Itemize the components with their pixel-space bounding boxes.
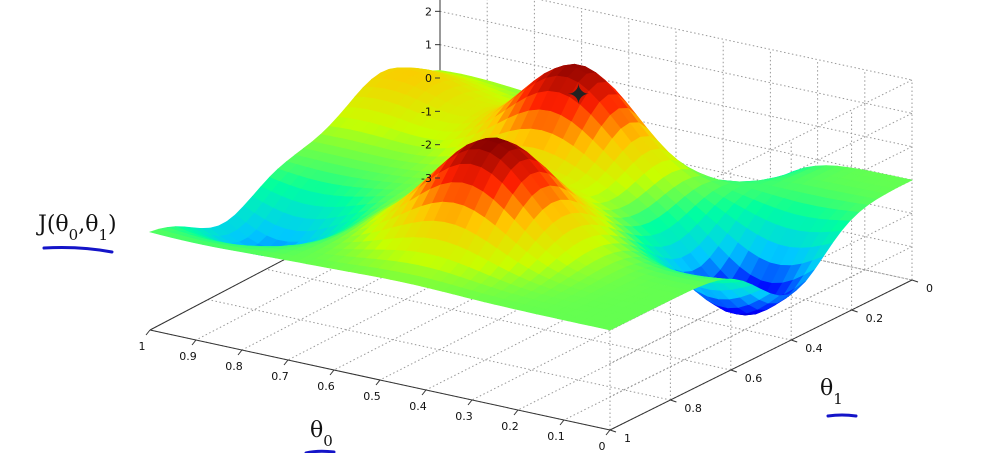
theta0-tick-mark xyxy=(559,419,565,426)
z-tick-label: 0 xyxy=(425,72,432,85)
theta1-tick-label: 0.8 xyxy=(684,402,702,415)
theta0-tick-label: 0 xyxy=(599,440,606,453)
theta1-tick-mark xyxy=(791,339,798,343)
theta1-tick-mark xyxy=(609,429,617,433)
grid-line xyxy=(333,218,630,371)
theta0-tick-mark xyxy=(237,349,243,356)
theta0-tick-mark xyxy=(375,379,381,386)
theta0-tick-mark xyxy=(283,359,289,366)
z-tick-label: -3 xyxy=(421,172,432,185)
z-axis-ticks: -3-2-10123 xyxy=(421,5,440,185)
grid-line xyxy=(563,269,866,421)
theta1-tick-mark xyxy=(911,279,919,283)
theta1-tick-label: 1 xyxy=(624,432,631,445)
theta0-tick-label: 0.7 xyxy=(271,370,289,383)
z-axis-label: J(θ0,θ1) xyxy=(36,212,117,254)
theta0-tick-label: 0.1 xyxy=(547,430,565,443)
theta0-tick-mark xyxy=(191,339,197,346)
theta1-tick-label: 0.2 xyxy=(866,312,884,325)
theta1-axis-ticks: 0 0.2 0.4 0.6 0.8 1 xyxy=(609,279,933,445)
z-tick-label: -2 xyxy=(421,139,432,152)
theta1-tick-mark xyxy=(851,309,858,313)
z-tick-label: 1 xyxy=(425,39,432,52)
cost-surface xyxy=(148,63,913,331)
z-tick-label: 2 xyxy=(425,5,432,18)
theta0-tick-mark xyxy=(605,429,611,436)
z-axis-label-text: J(θ0,θ1) xyxy=(36,212,117,244)
theta0-tick-label: 0.8 xyxy=(225,360,243,373)
theta0-tick-mark xyxy=(145,329,151,336)
theta0-tick-label: 0.3 xyxy=(455,410,473,423)
grid-line xyxy=(439,44,913,148)
start-point-marker: ✦ xyxy=(567,80,590,111)
theta0-tick-mark xyxy=(467,399,473,406)
grid-line xyxy=(379,228,677,381)
theta0-tick-label: 1 xyxy=(139,340,146,353)
x-axis-label-text: θ0 xyxy=(310,418,333,450)
svg-text:J(θ0,θ1): J(θ0,θ1) xyxy=(36,212,117,244)
surface-patch xyxy=(598,322,620,331)
theta0-tick-mark xyxy=(513,409,519,416)
theta0-tick-label: 0.5 xyxy=(363,390,381,403)
y-label-underline xyxy=(826,413,858,418)
y-axis-label-text: θ1 xyxy=(820,376,843,408)
z-label-underline xyxy=(42,246,114,254)
z-tick-label: -1 xyxy=(421,105,432,118)
theta0-tick-label: 0.9 xyxy=(179,350,197,363)
theta1-tick-label: 0.4 xyxy=(805,342,823,355)
axis-line xyxy=(609,279,913,431)
theta0-axis-ticks: 1 0.9 0.8 0.7 0.6 0.5 0.4 0.3 0.2 0.1 0 xyxy=(139,329,611,453)
theta0-tick-label: 0.2 xyxy=(501,420,519,433)
y-axis-label: θ1 xyxy=(820,376,858,418)
theta1-tick-mark xyxy=(730,369,737,373)
grid-line xyxy=(539,0,913,81)
grid-line xyxy=(265,268,731,371)
grid-line xyxy=(439,10,913,114)
theta0-tick-label: 0.6 xyxy=(317,380,335,393)
theta0-tick-mark xyxy=(329,369,335,376)
theta1-tick-mark xyxy=(670,399,677,403)
theta1-tick-label: 0 xyxy=(926,282,933,295)
grid-line xyxy=(207,299,671,401)
theta1-tick-label: 0.6 xyxy=(745,372,763,385)
theta0-tick-mark xyxy=(421,389,427,396)
theta0-tick-label: 0.4 xyxy=(409,400,427,413)
x-axis-label: θ0 xyxy=(304,418,336,453)
